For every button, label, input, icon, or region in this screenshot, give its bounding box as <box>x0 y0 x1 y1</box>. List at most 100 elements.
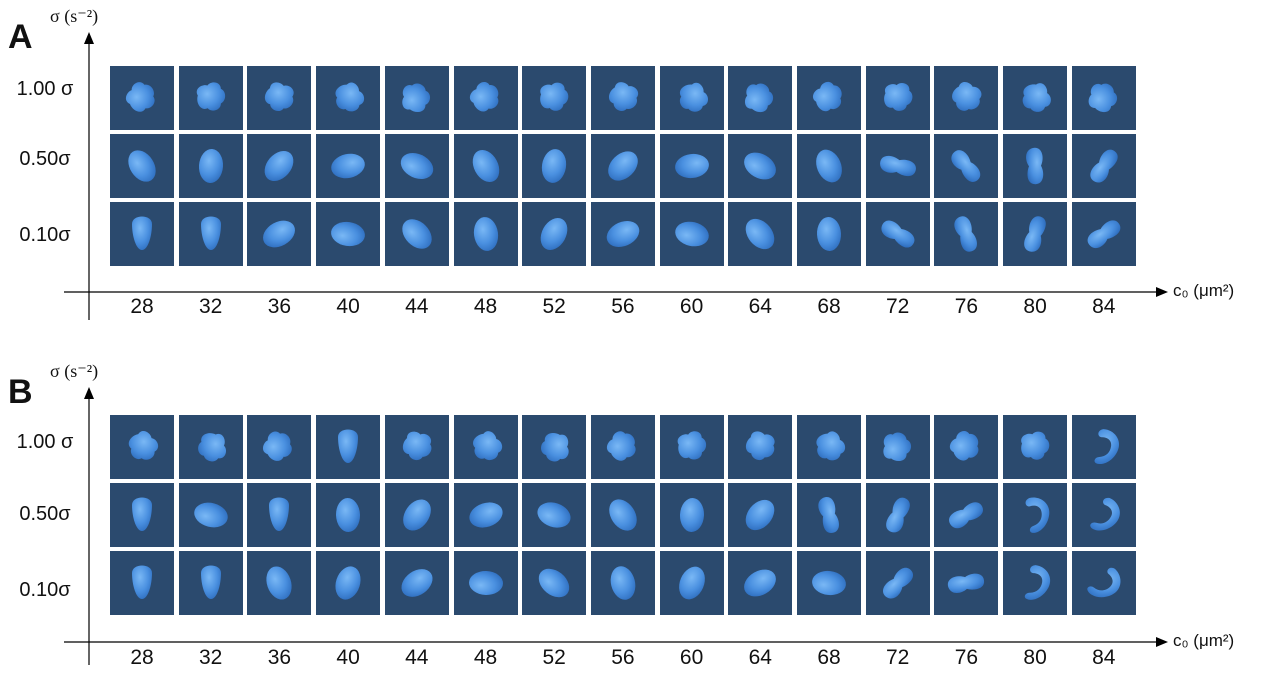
drop-shape <box>132 565 152 599</box>
shape-cell <box>865 415 930 479</box>
blob-shape <box>813 81 842 112</box>
blob-shape <box>472 431 502 461</box>
blob-shape <box>746 431 775 461</box>
shape-cell <box>178 202 243 266</box>
shape-cell <box>865 202 930 266</box>
row-label: 0.10σ <box>19 579 71 601</box>
oval-shape <box>812 570 846 596</box>
x-tick-label: 72 <box>886 646 910 669</box>
shape-cell <box>659 134 724 198</box>
oval-shape <box>542 149 567 183</box>
shape-cell <box>797 415 861 479</box>
x-axis-arrow <box>1156 287 1168 297</box>
shape-cell <box>110 483 174 547</box>
oval-shape <box>538 568 570 598</box>
oval-shape <box>198 149 223 183</box>
x-tick-label: 36 <box>267 646 292 669</box>
y-axis-title: σ (s⁻²) <box>50 6 99 26</box>
oval-shape <box>266 566 293 600</box>
shape-cell <box>247 134 312 198</box>
shape-cell <box>453 134 518 198</box>
oval-shape <box>263 220 296 248</box>
shape-cell <box>797 202 861 266</box>
shape-cell <box>1003 483 1068 547</box>
shape-cell <box>1071 551 1136 615</box>
x-tick-label: 28 <box>130 295 154 318</box>
blob-shape <box>125 82 155 112</box>
shape-cell <box>384 202 449 266</box>
drop-shape <box>269 497 290 531</box>
x-axis-arrow <box>1156 637 1168 647</box>
shape-cell <box>110 134 174 198</box>
bean-shape <box>948 573 985 594</box>
shape-cell <box>1003 202 1068 266</box>
y-axis-title: σ (s⁻²) <box>50 361 99 381</box>
panel-a: A σ (s⁻²) c₀ (μm²) 1.00 σ 0.50σ 0.10σ 28 32 3… <box>0 0 1271 330</box>
oval-shape <box>540 218 568 250</box>
oval-shape <box>473 217 498 251</box>
x-tick-label: 40 <box>336 646 360 669</box>
shape-cell <box>659 66 724 130</box>
shape-cell <box>865 66 930 130</box>
bean-shape <box>885 497 910 533</box>
x-tick-label: 84 <box>1092 646 1116 669</box>
hook-shape <box>1090 497 1120 531</box>
shape-cell <box>1071 483 1136 547</box>
oval-shape <box>608 151 638 181</box>
shape-cell <box>728 66 793 130</box>
x-tick-label: 40 <box>336 295 360 318</box>
blob-shape <box>1022 83 1051 112</box>
panel-b: B σ (s⁻²) c₀ (μm²) 1.00 σ 0.50σ 0.10σ 28 32 3… <box>0 355 1271 673</box>
shape-cell <box>1071 415 1136 479</box>
shape-cell <box>110 415 174 479</box>
hook-shape <box>1094 429 1119 465</box>
row-label: 1.00 σ <box>16 431 74 453</box>
shape-cell <box>384 483 449 547</box>
oval-shape <box>816 149 842 183</box>
shape-cell <box>453 483 518 547</box>
shape-cell <box>384 134 449 198</box>
oval-shape <box>335 566 361 600</box>
shape-cell <box>178 415 243 479</box>
oval-shape <box>336 498 361 532</box>
x-tick-label: 64 <box>748 295 772 318</box>
row-label: 0.50σ <box>19 503 71 525</box>
oval-shape <box>674 221 709 247</box>
shape-cell <box>590 66 655 130</box>
x-tick-label: 56 <box>611 646 635 669</box>
shape-cell <box>659 415 724 479</box>
x-tick-label: 44 <box>405 295 429 318</box>
drop-shape <box>338 429 359 463</box>
x-tick-label: 32 <box>199 646 223 669</box>
x-tick-label: 44 <box>405 646 429 669</box>
shape-cell <box>316 66 381 130</box>
bean-shape <box>949 502 984 529</box>
shape-cell <box>797 483 861 547</box>
hook-shape <box>1024 565 1051 600</box>
shape-cell <box>316 415 381 479</box>
shape-cell <box>384 415 449 479</box>
x-tick-label: 56 <box>611 295 635 318</box>
oval-shape <box>400 152 434 180</box>
x-axis-title: c₀ (μm²) <box>1173 281 1235 300</box>
shape-cell <box>247 66 312 130</box>
shape-cell <box>453 415 518 479</box>
blob-shape <box>335 82 365 112</box>
shape-cell <box>659 551 724 615</box>
oval-shape <box>331 221 366 247</box>
shape-cell <box>522 202 587 266</box>
oval-shape <box>744 569 777 597</box>
shape-cell <box>316 202 381 266</box>
oval-shape <box>472 149 499 183</box>
blob-shape <box>883 432 911 462</box>
shape-cell <box>110 551 174 615</box>
shape-cell <box>728 483 793 547</box>
oval-shape <box>610 566 636 600</box>
x-tick-label: 84 <box>1092 295 1116 318</box>
oval-shape <box>402 219 432 249</box>
blob-shape <box>128 431 159 460</box>
bean-shape <box>1090 149 1118 183</box>
shape-cell <box>178 66 243 130</box>
bean-shape <box>1087 220 1121 249</box>
drop-shape <box>132 216 152 250</box>
